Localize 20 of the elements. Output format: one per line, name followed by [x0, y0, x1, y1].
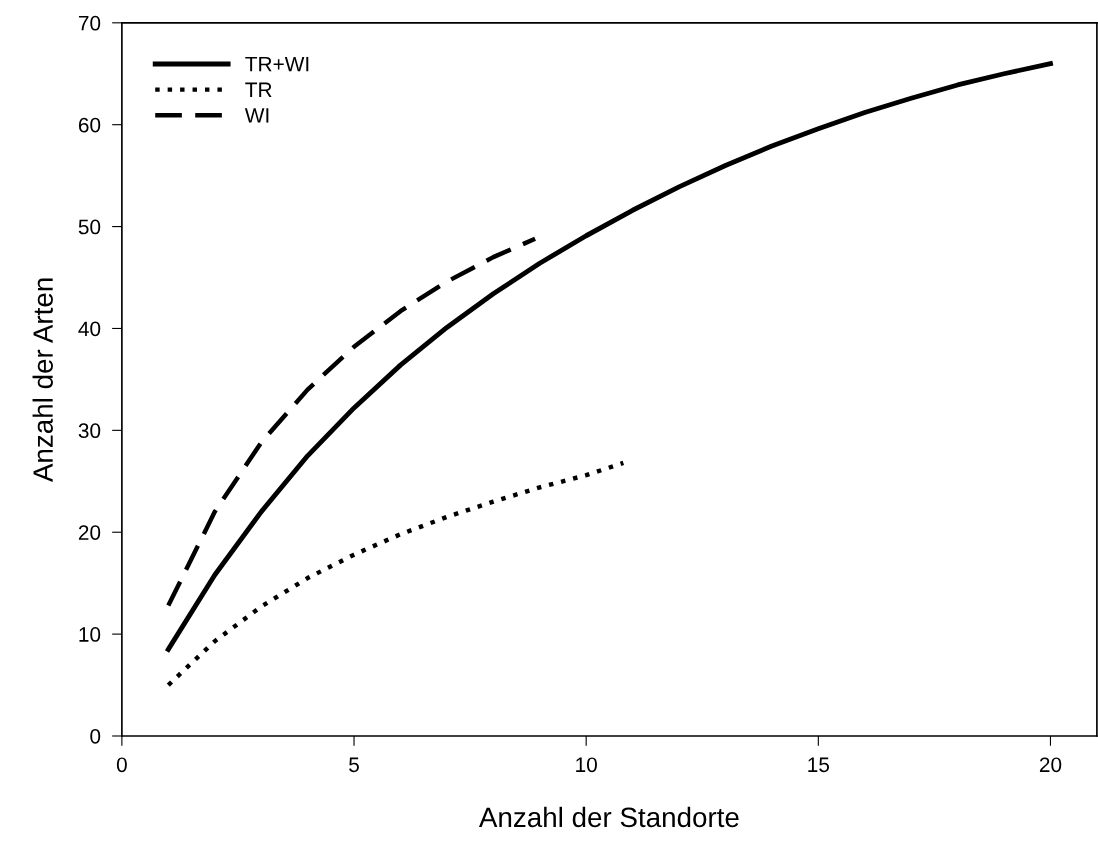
y-tick-label: 60 [78, 117, 101, 133]
x-tick-label: 10 [576, 757, 597, 773]
line-series [166, 236, 538, 608]
y-tick-label: 30 [78, 423, 101, 439]
x-tick-label: 20 [1039, 757, 1062, 773]
x-tick-label: 0 [116, 757, 127, 773]
x-axis-title: Anzahl der Standorte [478, 806, 739, 828]
y-tick-label: 70 [78, 15, 101, 31]
legend-label: TR [245, 82, 272, 97]
x-tick-label: 15 [808, 757, 830, 773]
y-tick-label: 40 [78, 321, 101, 337]
y-axis-title: Anzahl der Arten [32, 278, 53, 483]
y-tick-label: 50 [78, 219, 101, 235]
y-tick-label: 10 [79, 627, 101, 642]
line-series [166, 460, 626, 688]
x-tick-label: 5 [349, 757, 359, 773]
y-tick-label: 0 [90, 729, 101, 744]
y-tick-label: 20 [78, 525, 101, 540]
legend-label: WI [244, 108, 269, 123]
legend-label: TR+WI [245, 56, 309, 72]
